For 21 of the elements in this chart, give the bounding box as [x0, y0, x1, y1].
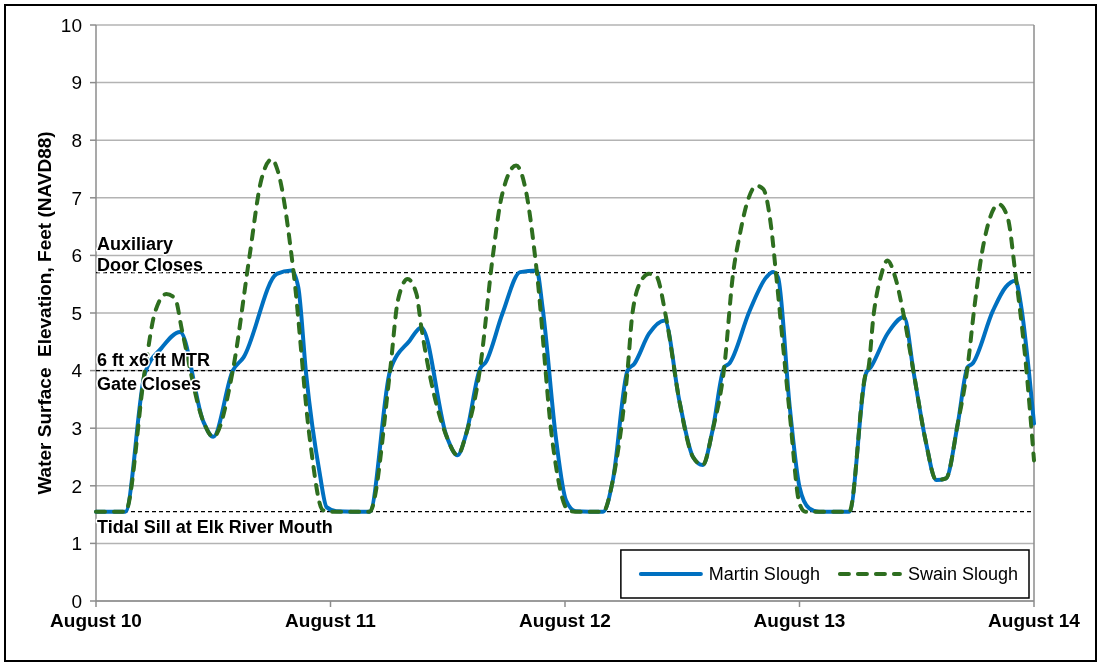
y-tick-label: 4 [71, 360, 83, 382]
y-tick-label: 9 [71, 72, 82, 94]
x-tick-label: August 12 [519, 610, 611, 631]
y-tick-label: 10 [60, 14, 82, 36]
legend-label: Martin Slough [708, 564, 820, 585]
ref-line-label: Tidal Sill at Elk River Mouth [97, 516, 333, 537]
y-tick-label: 1 [71, 533, 82, 555]
y-tick-label: 5 [71, 302, 82, 324]
y-tick-label: 0 [71, 590, 82, 612]
y-tick-label: 7 [71, 187, 82, 209]
y-tick-label: 2 [71, 475, 82, 497]
x-tick-label: August 14 [988, 610, 1081, 631]
x-tick-label: August 11 [285, 610, 377, 631]
y-tick-label: 8 [71, 130, 82, 152]
y-tick-label: 6 [71, 245, 82, 267]
legend-label: Swain Slough [907, 564, 1018, 585]
ref-line-label: Auxiliary Door Closes [97, 233, 204, 275]
x-tick-label: August 10 [50, 610, 142, 631]
y-tick-label: 3 [71, 418, 82, 440]
x-tick-label: August 13 [753, 610, 846, 631]
y-axis-title: Water Surface Elevation, Feet (NAVD88) [33, 131, 55, 495]
